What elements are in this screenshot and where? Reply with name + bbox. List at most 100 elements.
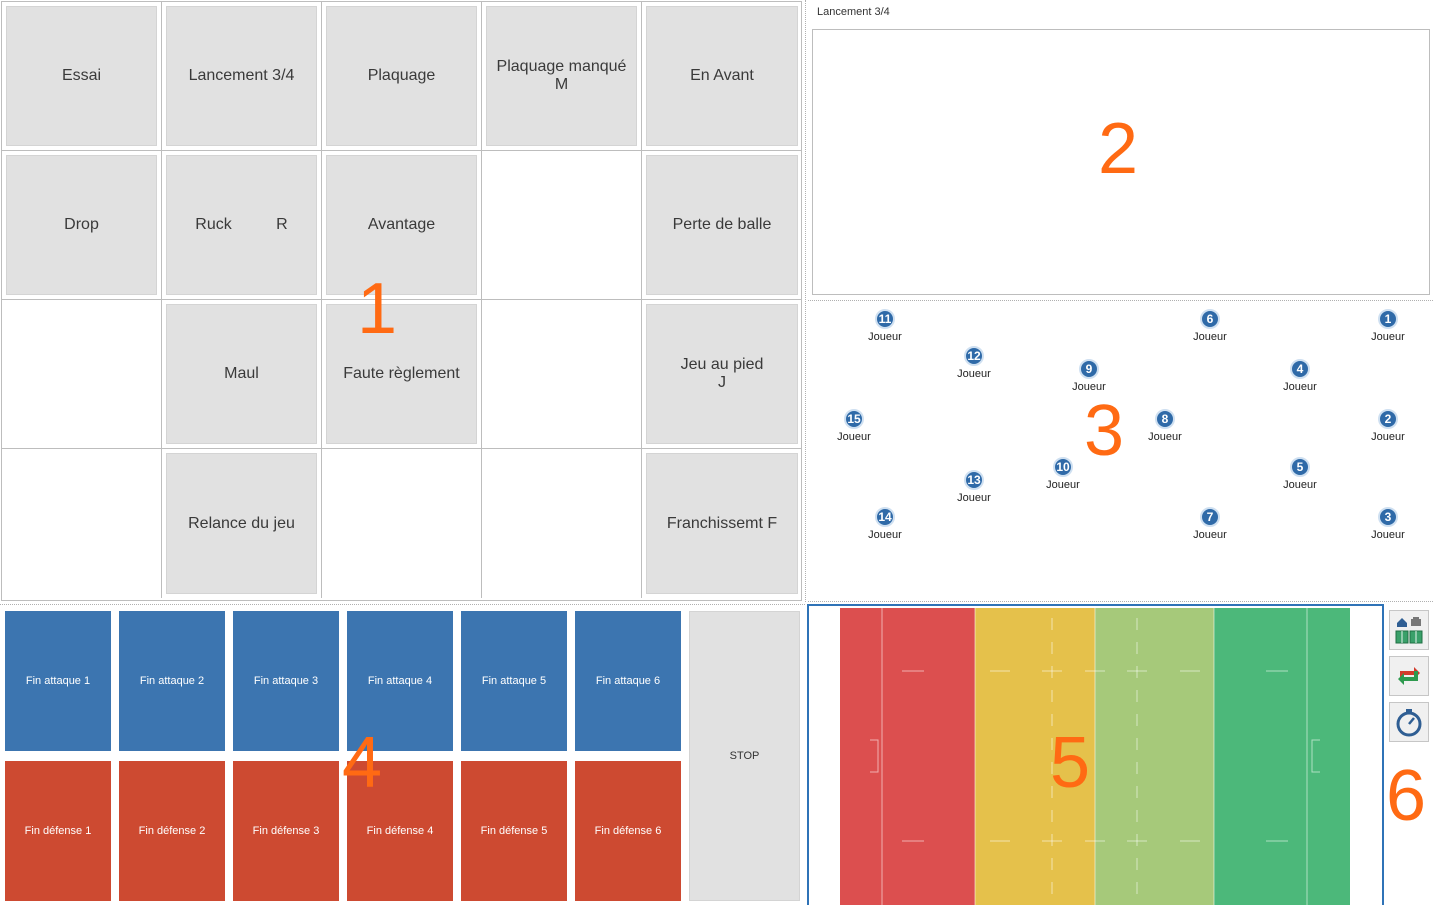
grid-cell: Franchissemt F [642, 449, 802, 598]
grid-cell-empty [322, 449, 482, 598]
faute-reglement-button[interactable]: Faute règlement [326, 304, 477, 444]
player-15[interactable]: 15 Joueur [824, 409, 884, 443]
player-number-badge: 1 [1378, 309, 1398, 329]
player-label: Joueur [1072, 381, 1106, 393]
player-number-badge: 15 [844, 409, 864, 429]
fin-defense-4-button[interactable]: Fin défense 4 [347, 761, 453, 901]
rugby-field[interactable] [840, 608, 1350, 905]
field-zone-3 [1095, 608, 1214, 905]
annotation-5: 5 [1050, 723, 1091, 803]
player-label: Joueur [1371, 529, 1405, 541]
panel-divider [0, 604, 805, 605]
player-9[interactable]: 9 Joueur [1059, 359, 1119, 393]
player-label: Joueur [1046, 479, 1080, 491]
field-lines [870, 608, 1320, 905]
grid-cell: Plaquage manqué M [482, 2, 642, 151]
essai-button[interactable]: Essai [6, 6, 157, 146]
fin-attaque-6-button[interactable]: Fin attaque 6 [575, 611, 681, 751]
player-label: Joueur [957, 492, 991, 504]
player-number-badge: 11 [875, 309, 895, 329]
player-13[interactable]: 13 Joueur [944, 470, 1004, 504]
player-3[interactable]: 3 Joueur [1358, 507, 1418, 541]
player-number-badge: 5 [1290, 457, 1310, 477]
grid-cell-empty [2, 300, 162, 449]
en-avant-button[interactable]: En Avant [646, 6, 798, 146]
player-14[interactable]: 14 Joueur [855, 507, 915, 541]
grid-cell-empty [2, 449, 162, 598]
annotation-6: 6 [1386, 756, 1427, 836]
swap-arrows-icon [1398, 667, 1420, 685]
fin-attaque-4-button[interactable]: Fin attaque 4 [347, 611, 453, 751]
fin-defense-5-button[interactable]: Fin défense 5 [461, 761, 567, 901]
perte-de-balle-button[interactable]: Perte de balle [646, 155, 798, 295]
player-number-badge: 9 [1079, 359, 1099, 379]
player-label: Joueur [1148, 431, 1182, 443]
home-away-team-icon [1395, 617, 1423, 644]
relance-du-jeu-button[interactable]: Relance du jeu [166, 453, 317, 594]
plaquage-manque-button[interactable]: Plaquage manqué M [486, 6, 637, 146]
player-4[interactable]: 4 Joueur [1270, 359, 1330, 393]
player-number-badge: 13 [964, 470, 984, 490]
fin-defense-1-button[interactable]: Fin défense 1 [5, 761, 111, 901]
player-7[interactable]: 7 Joueur [1180, 507, 1240, 541]
panel-divider [805, 0, 806, 602]
drop-button[interactable]: Drop [6, 155, 157, 295]
annotation-3: 3 [1084, 391, 1125, 471]
player-10[interactable]: 10 Joueur [1033, 457, 1093, 491]
player-label: Joueur [1283, 479, 1317, 491]
sequence-label: Lancement 3/4 [817, 6, 890, 18]
grid-cell-empty [482, 449, 642, 598]
player-12[interactable]: 12 Joueur [944, 346, 1004, 380]
plaquage-button[interactable]: Plaquage [326, 6, 477, 146]
grid-cell: Lancement 3/4 [162, 2, 322, 151]
player-number-badge: 12 [964, 346, 984, 366]
fin-attaque-3-button[interactable]: Fin attaque 3 [233, 611, 339, 751]
fin-defense-6-button[interactable]: Fin défense 6 [575, 761, 681, 901]
grid-cell: Avantage [322, 151, 482, 300]
player-8[interactable]: 8 Joueur [1135, 409, 1195, 443]
player-number-badge: 10 [1053, 457, 1073, 477]
stop-button[interactable]: STOP [689, 611, 800, 901]
annotation-4: 4 [342, 723, 383, 803]
grid-cell: Relance du jeu [162, 449, 322, 598]
field-zone-4 [1214, 608, 1350, 905]
fin-defense-3-button[interactable]: Fin défense 3 [233, 761, 339, 901]
team-toggle-button[interactable] [1389, 610, 1429, 650]
grid-cell: Essai [2, 2, 162, 151]
grid-cell: Perte de balle [642, 151, 802, 300]
player-number-badge: 3 [1378, 507, 1398, 527]
player-2[interactable]: 2 Joueur [1358, 409, 1418, 443]
fin-attaque-2-button[interactable]: Fin attaque 2 [119, 611, 225, 751]
player-label: Joueur [837, 431, 871, 443]
player-6[interactable]: 6 Joueur [1180, 309, 1240, 343]
swap-sides-button[interactable] [1389, 656, 1429, 696]
avantage-button[interactable]: Avantage [326, 155, 477, 295]
player-number-badge: 8 [1155, 409, 1175, 429]
stopwatch-icon [1396, 709, 1422, 737]
player-11[interactable]: 11 Joueur [855, 309, 915, 343]
player-label: Joueur [1193, 529, 1227, 541]
grid-cell-empty [482, 300, 642, 449]
player-label: Joueur [1371, 331, 1405, 343]
fin-defense-2-button[interactable]: Fin défense 2 [119, 761, 225, 901]
sequence-area[interactable] [812, 29, 1430, 295]
grid-cell: Drop [2, 151, 162, 300]
action-grid: Essai Lancement 3/4 Plaquage Plaquage ma… [1, 1, 802, 601]
player-1[interactable]: 1 Joueur [1358, 309, 1418, 343]
player-number-badge: 14 [875, 507, 895, 527]
jeu-au-pied-button[interactable]: Jeu au pied J [646, 304, 798, 444]
grid-cell: En Avant [642, 2, 802, 151]
ruck-button[interactable]: Ruck R [166, 155, 317, 295]
player-label: Joueur [868, 331, 902, 343]
player-label: Joueur [1371, 431, 1405, 443]
maul-button[interactable]: Maul [166, 304, 317, 444]
fin-attaque-1-button[interactable]: Fin attaque 1 [5, 611, 111, 751]
lancement-3-4-button[interactable]: Lancement 3/4 [166, 6, 317, 146]
grid-cell: Plaquage [322, 2, 482, 151]
stopwatch-button[interactable] [1389, 702, 1429, 742]
field-zone-1 [840, 608, 975, 905]
fin-attaque-5-button[interactable]: Fin attaque 5 [461, 611, 567, 751]
player-5[interactable]: 5 Joueur [1270, 457, 1330, 491]
player-number-badge: 2 [1378, 409, 1398, 429]
franchissement-button[interactable]: Franchissemt F [646, 453, 798, 594]
